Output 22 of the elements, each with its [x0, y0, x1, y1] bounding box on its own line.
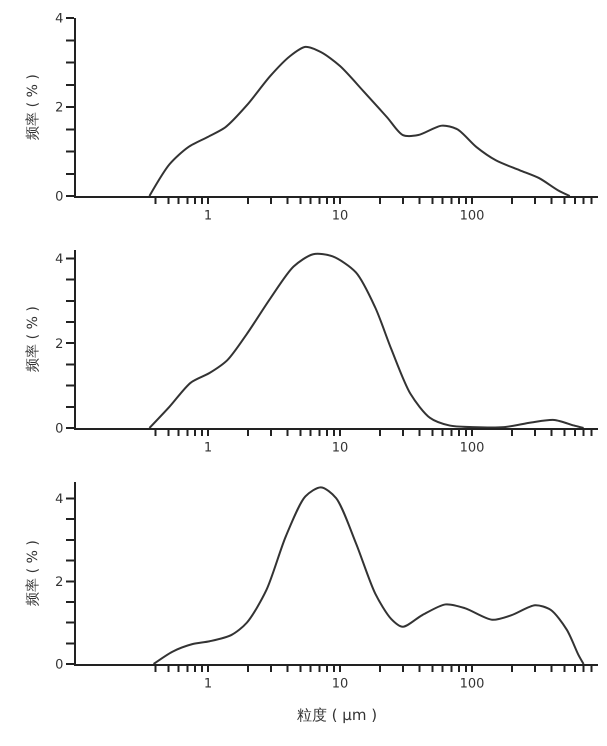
- x-tick-label: 1: [204, 676, 212, 692]
- y-axis-title: 频率 ( % ): [25, 74, 42, 140]
- y-tick-label: 4: [55, 252, 64, 268]
- y-tick-label: 2: [55, 336, 64, 352]
- y-axis-title: 频率 ( % ): [25, 540, 42, 606]
- y-tick-label: 0: [55, 190, 64, 205]
- x-tick-label: 10: [332, 208, 348, 224]
- x-tick-label: 1: [204, 440, 212, 456]
- x-tick-label: 100: [460, 440, 484, 456]
- y-axis-title: 频率 ( % ): [25, 306, 42, 372]
- y-tick-label: 0: [55, 422, 64, 437]
- y-tick-label: 4: [55, 492, 64, 508]
- x-tick-label: 1: [204, 208, 212, 224]
- x-tick-label: 100: [460, 208, 484, 224]
- y-tick-label: 2: [55, 100, 64, 116]
- y-tick-label: 2: [55, 574, 64, 590]
- y-tick-label: 4: [55, 12, 64, 27]
- x-tick-label: 100: [460, 676, 484, 692]
- x-axis-title: 粒度 ( μm ): [296, 706, 378, 724]
- x-tick-label: 10: [332, 440, 348, 456]
- y-tick-label: 0: [55, 658, 64, 673]
- x-tick-label: 10: [332, 676, 348, 692]
